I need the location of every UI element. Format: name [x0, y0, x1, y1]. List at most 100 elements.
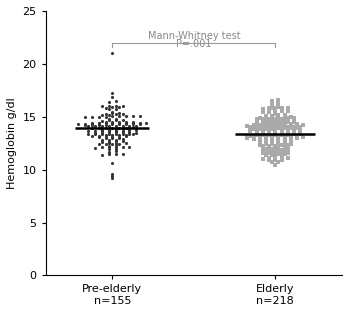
Point — [276, 140, 281, 145]
Point — [269, 152, 275, 157]
Point — [263, 142, 269, 147]
Point — [251, 134, 257, 139]
Point — [266, 155, 272, 160]
Point — [257, 122, 262, 127]
Point — [113, 140, 119, 145]
Point — [300, 122, 306, 127]
Point — [251, 136, 257, 141]
Point — [96, 114, 102, 119]
Point — [263, 114, 269, 119]
Point — [276, 152, 281, 157]
Point — [82, 115, 88, 120]
Point — [273, 131, 278, 136]
Point — [263, 115, 269, 120]
Point — [260, 148, 266, 153]
Point — [273, 145, 278, 150]
Point — [103, 122, 108, 127]
Point — [127, 123, 132, 128]
Point — [288, 136, 294, 141]
Point — [254, 129, 260, 134]
Point — [110, 109, 115, 114]
Point — [279, 147, 284, 152]
Point — [279, 143, 284, 148]
Point — [248, 125, 253, 130]
Point — [257, 134, 262, 139]
Point — [113, 151, 119, 156]
Point — [273, 156, 278, 161]
Point — [245, 136, 250, 141]
Point — [127, 129, 132, 134]
Point — [285, 128, 291, 133]
Point — [257, 123, 262, 128]
Point — [106, 139, 112, 144]
Point — [300, 135, 306, 140]
Point — [288, 126, 294, 131]
Point — [273, 130, 278, 135]
Point — [123, 141, 129, 146]
Text: P=.001: P=.001 — [176, 38, 211, 49]
Point — [269, 101, 275, 106]
Point — [120, 138, 125, 143]
Point — [263, 150, 269, 155]
Point — [276, 159, 281, 164]
Point — [130, 121, 136, 126]
Point — [116, 121, 122, 126]
Point — [297, 132, 303, 137]
Point — [113, 146, 119, 151]
Point — [269, 126, 275, 131]
Point — [103, 136, 108, 141]
Point — [106, 104, 112, 109]
Point — [92, 130, 98, 135]
Point — [99, 131, 105, 136]
Point — [127, 144, 132, 149]
Point — [116, 120, 122, 125]
Point — [92, 129, 98, 134]
Point — [99, 112, 105, 117]
Point — [273, 143, 278, 148]
Point — [92, 145, 98, 150]
Point — [266, 116, 272, 121]
Point — [99, 152, 105, 157]
Point — [257, 137, 262, 142]
Point — [75, 121, 81, 126]
Point — [110, 136, 115, 141]
Point — [266, 121, 272, 126]
Point — [116, 141, 122, 146]
Point — [96, 122, 102, 127]
Point — [130, 125, 136, 130]
Point — [106, 107, 112, 112]
Point — [127, 128, 132, 133]
Point — [273, 118, 278, 123]
Point — [251, 137, 257, 142]
Point — [276, 135, 281, 140]
Point — [113, 144, 119, 149]
Point — [269, 119, 275, 124]
Point — [110, 141, 115, 146]
Point — [266, 130, 272, 135]
Point — [288, 139, 294, 144]
Point — [266, 148, 272, 153]
Point — [297, 124, 303, 129]
Point — [106, 149, 112, 154]
Point — [106, 141, 112, 146]
Point — [276, 123, 281, 128]
Point — [276, 98, 281, 103]
Point — [110, 132, 115, 137]
Point — [254, 121, 260, 126]
Point — [116, 125, 122, 130]
Point — [297, 128, 303, 133]
Point — [257, 138, 262, 143]
Point — [103, 114, 108, 119]
Point — [133, 128, 139, 133]
Point — [110, 122, 115, 127]
Point — [96, 133, 102, 138]
Point — [276, 122, 281, 127]
Point — [248, 129, 253, 134]
Point — [273, 109, 278, 114]
Point — [273, 125, 278, 130]
Point — [110, 51, 115, 56]
Point — [260, 129, 266, 134]
Point — [99, 130, 105, 135]
Point — [288, 140, 294, 145]
Point — [144, 120, 149, 125]
